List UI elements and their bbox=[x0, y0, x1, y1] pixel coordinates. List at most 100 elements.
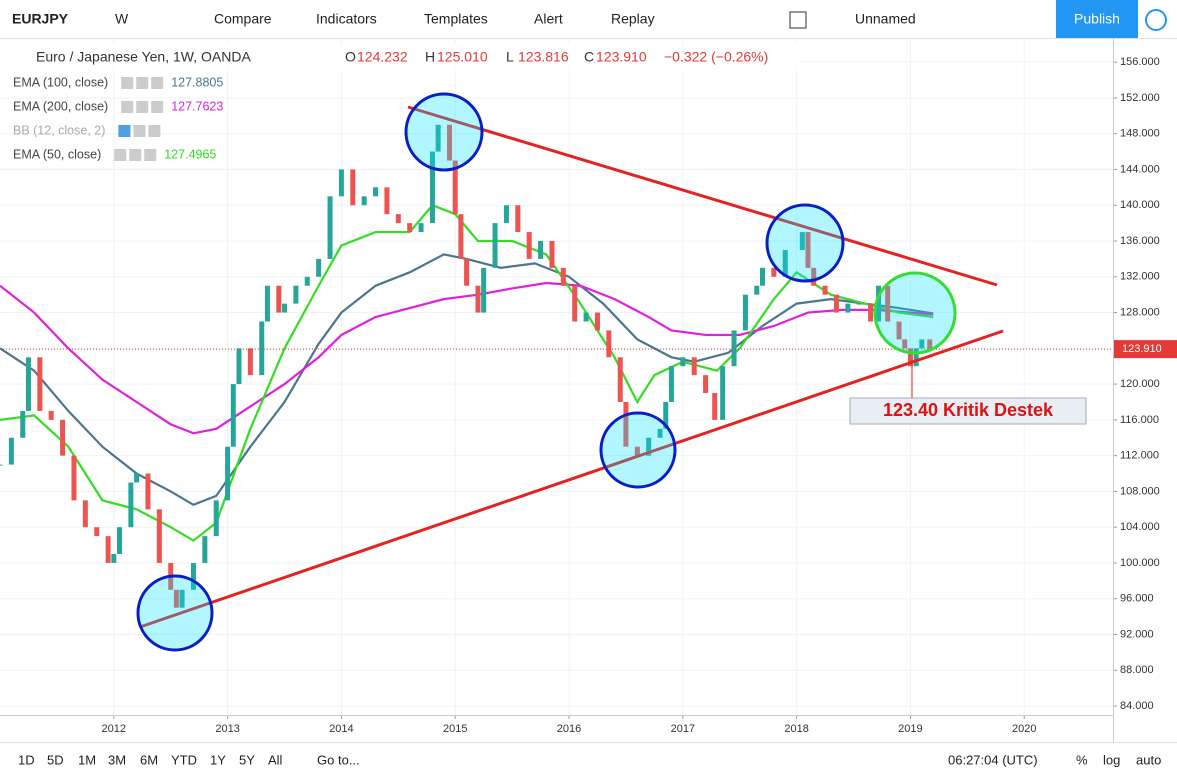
scale-option[interactable]: log bbox=[1103, 752, 1120, 767]
candle bbox=[691, 357, 697, 376]
ohlc-key: C bbox=[584, 49, 594, 65]
candle bbox=[720, 366, 726, 420]
scale-option[interactable]: auto bbox=[1136, 752, 1161, 767]
indicator-name[interactable]: BB (12, close, 2) bbox=[13, 123, 105, 137]
candle bbox=[663, 401, 669, 429]
ohlc-value: 123.910 bbox=[596, 49, 647, 65]
indicator-button[interactable] bbox=[118, 125, 131, 137]
candle bbox=[0, 464, 3, 466]
y-tick-label: 96.000 bbox=[1120, 593, 1154, 605]
indicator-value: 127.8805 bbox=[171, 75, 223, 89]
indicator-button[interactable] bbox=[151, 101, 164, 113]
range-button[interactable]: 3M bbox=[108, 752, 126, 767]
candle bbox=[492, 223, 498, 268]
legend: Euro / Japanese Yen, 1W, OANDA O 124.232 H 1… bbox=[0, 44, 800, 161]
x-tick-label: 2019 bbox=[898, 723, 922, 735]
range-button[interactable]: All bbox=[268, 752, 283, 767]
candle bbox=[606, 330, 612, 358]
candle bbox=[264, 285, 270, 322]
scale-option[interactable]: % bbox=[1076, 752, 1088, 767]
indicator-button[interactable] bbox=[136, 77, 149, 89]
candle bbox=[845, 303, 851, 313]
ema-line bbox=[0, 203, 934, 542]
candle bbox=[338, 169, 344, 197]
candle bbox=[475, 285, 481, 313]
toolbar-item[interactable]: Indicators bbox=[316, 11, 377, 27]
range-button[interactable]: YTD bbox=[171, 752, 197, 767]
indicator-button[interactable] bbox=[114, 149, 127, 161]
candle bbox=[560, 267, 566, 286]
goto[interactable]: Go to... bbox=[317, 752, 360, 767]
indicator-button[interactable] bbox=[129, 149, 142, 161]
candle bbox=[657, 428, 663, 438]
icon[interactable] bbox=[789, 11, 807, 29]
range-button[interactable]: 1D bbox=[18, 752, 35, 767]
clock: 06:27:04 (UTC) bbox=[948, 752, 1038, 767]
highlight-circle bbox=[599, 411, 677, 489]
toolbar-item[interactable]: Compare bbox=[214, 11, 272, 27]
range-button[interactable]: 5D bbox=[47, 752, 64, 767]
indicator-button[interactable] bbox=[144, 149, 157, 161]
range-button[interactable]: 6M bbox=[140, 752, 158, 767]
candle bbox=[225, 446, 231, 501]
indicator-button[interactable] bbox=[121, 77, 134, 89]
indicator-button[interactable] bbox=[151, 77, 164, 89]
indicator-button[interactable] bbox=[136, 101, 149, 113]
toolbar-item[interactable]: Replay bbox=[611, 11, 655, 27]
candle bbox=[896, 321, 902, 340]
indicator-value: 127.4965 bbox=[164, 147, 216, 161]
layout-name[interactable]: Unnamed bbox=[855, 11, 916, 27]
candle bbox=[452, 160, 458, 215]
indicator-name[interactable]: EMA (100, close) bbox=[13, 75, 108, 89]
y-tick-label: 100.000 bbox=[1120, 557, 1160, 569]
toolbar-item[interactable]: Templates bbox=[424, 11, 488, 27]
indicator-button[interactable] bbox=[133, 125, 146, 137]
toolbar bbox=[0, 0, 1177, 38]
candle bbox=[293, 285, 299, 304]
candle bbox=[526, 232, 532, 259]
candle bbox=[429, 151, 435, 224]
indicator-name[interactable]: EMA (50, close) bbox=[13, 147, 101, 161]
candle bbox=[94, 527, 100, 537]
candle bbox=[731, 330, 737, 367]
ohlc-key: L bbox=[506, 49, 514, 65]
candle bbox=[680, 357, 686, 367]
candle bbox=[742, 294, 748, 331]
publish-button[interactable] bbox=[1056, 0, 1138, 38]
interval[interactable]: W bbox=[115, 11, 129, 27]
highlight-circle bbox=[136, 574, 214, 652]
candle bbox=[856, 303, 862, 305]
range-button[interactable]: 1M bbox=[78, 752, 96, 767]
y-tick-label: 84.000 bbox=[1120, 700, 1154, 712]
candle bbox=[173, 589, 179, 608]
candle bbox=[418, 223, 424, 233]
candle bbox=[623, 401, 629, 447]
range-button[interactable]: 5Y bbox=[239, 752, 255, 767]
candle bbox=[350, 169, 356, 206]
ema-line bbox=[0, 281, 934, 435]
range-button[interactable]: 1Y bbox=[210, 752, 226, 767]
indicator-button[interactable] bbox=[121, 101, 134, 113]
candle bbox=[902, 339, 908, 349]
annotation-box bbox=[849, 397, 1087, 425]
candle bbox=[913, 348, 919, 367]
y-tick-label: 128.000 bbox=[1120, 306, 1160, 318]
publish-label[interactable]: Publish bbox=[1074, 11, 1120, 27]
candle bbox=[868, 303, 874, 322]
toolbar-item[interactable]: Alert bbox=[534, 11, 563, 27]
candle bbox=[156, 509, 162, 563]
change: −0.322 (−0.26%) bbox=[664, 49, 768, 65]
play-icon[interactable] bbox=[1145, 9, 1167, 31]
ohlc-value: 123.816 bbox=[518, 49, 569, 65]
y-tick-label: 120.000 bbox=[1120, 378, 1160, 390]
candle bbox=[373, 187, 379, 197]
indicator-name[interactable]: EMA (200, close) bbox=[13, 99, 108, 113]
y-tick-label: 116.000 bbox=[1120, 414, 1159, 426]
candle bbox=[634, 446, 640, 456]
indicator-button[interactable] bbox=[148, 125, 161, 137]
y-tick-label: 112.000 bbox=[1120, 450, 1159, 462]
bottom-bar: 1D 5D 1M 3M 6M YTD 1Y 5Y All Go to... 06:27:04 (UT… bbox=[18, 752, 1161, 767]
symbol[interactable]: EURJPY bbox=[12, 11, 69, 27]
highlight-circle bbox=[404, 92, 484, 172]
